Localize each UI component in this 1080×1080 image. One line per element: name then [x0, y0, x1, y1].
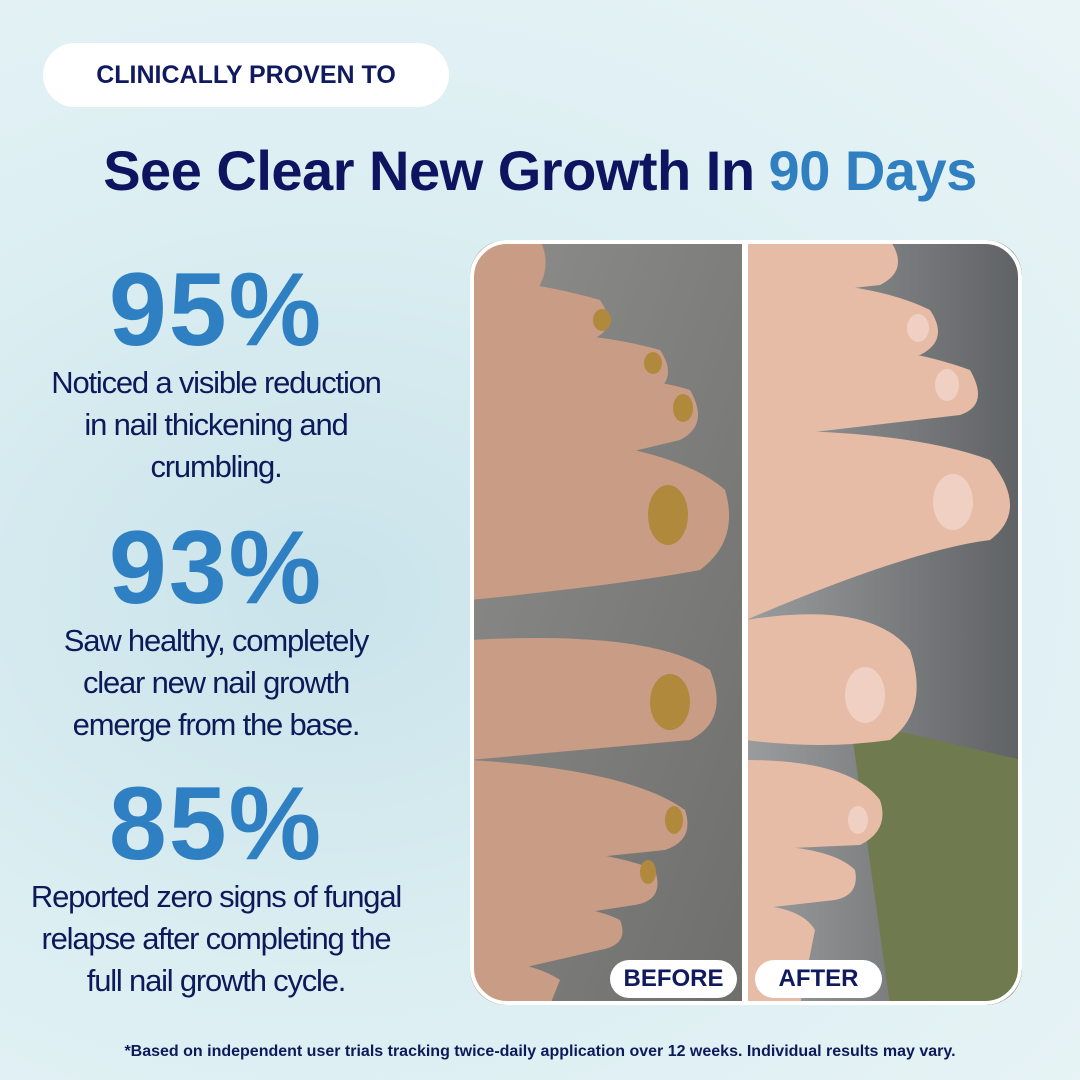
headline-accent: 90 Days: [768, 139, 978, 202]
stat-text: crumbling.: [150, 449, 283, 484]
stat-value: 93%: [108, 510, 324, 626]
stat-text: relapse after completing the: [41, 921, 392, 956]
stat-text: clear new nail growth: [82, 665, 350, 700]
stat-value: 85%: [108, 766, 324, 882]
stat-text: Noticed a visible reduction: [51, 365, 382, 400]
badge: CLINICALLY PROVEN TO: [43, 43, 449, 107]
stat-text: emerge from the base.: [72, 707, 361, 742]
stat-text: Saw healthy, completely: [63, 623, 370, 658]
stat-text: Reported zero signs of fungal: [30, 879, 402, 914]
footnote: *Based on independent user trials tracki…: [124, 1043, 956, 1060]
stat: 93% Saw healthy, completely clear new nail…: [0, 516, 432, 746]
stat: 85% Reported zero signs of fungal relapse …: [0, 772, 432, 1002]
after-label: AFTER: [755, 960, 882, 998]
stat-value: 95%: [108, 252, 324, 368]
stat: 95% Noticed a visible reduction in nail th…: [0, 258, 432, 488]
before-label: BEFORE: [610, 960, 737, 998]
stat-text: in nail thickening and: [84, 407, 348, 442]
headline-text: See Clear New Growth In: [103, 139, 755, 202]
headline: See Clear New Growth In 90 Days: [0, 138, 1080, 203]
before-after-photo: [470, 240, 1022, 1005]
stat-text: full nail growth cycle.: [86, 963, 347, 998]
